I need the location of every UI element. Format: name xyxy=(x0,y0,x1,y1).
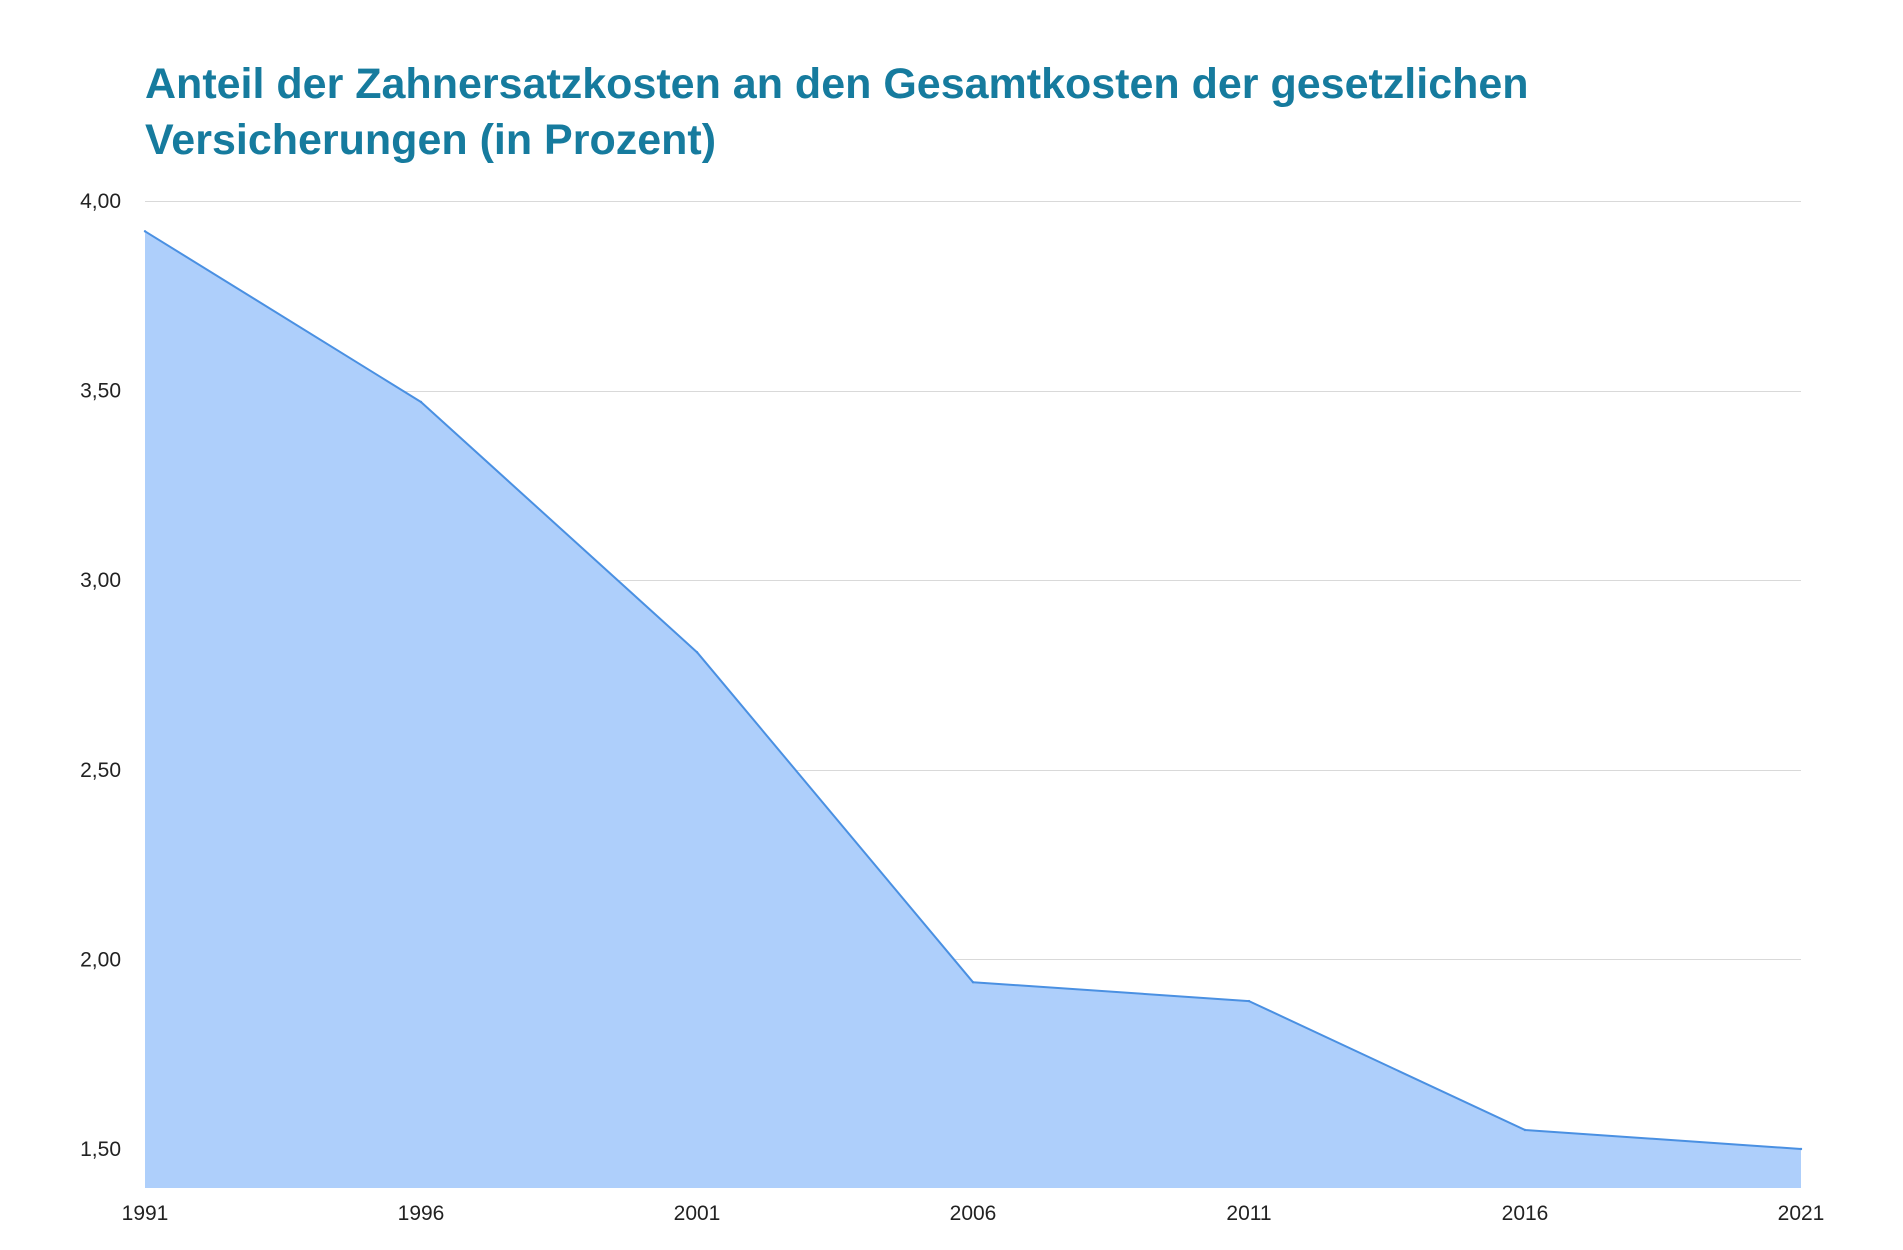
x-tick-label: 2021 xyxy=(1778,1202,1825,1225)
data-point-1991 xyxy=(143,230,147,233)
y-tick-label: 2,00 xyxy=(80,948,121,971)
data-point-2001 xyxy=(695,651,699,654)
x-tick-label: 2011 xyxy=(1226,1202,1271,1225)
x-tick-label: 1996 xyxy=(398,1202,445,1225)
data-point-1996 xyxy=(419,400,423,404)
data-point-2011 xyxy=(1247,999,1251,1003)
area-fill xyxy=(145,231,1801,1189)
y-tick-label: 4,00 xyxy=(80,190,121,213)
y-axis-tick-labels: 4,00 3,50 3,00 2,50 2,00 1,50 xyxy=(80,190,121,1161)
x-tick-label: 2016 xyxy=(1502,1202,1549,1225)
y-tick-label: 3,50 xyxy=(80,380,121,403)
data-point-2006 xyxy=(971,981,975,984)
x-tick-label: 2006 xyxy=(950,1202,997,1225)
y-tick-label: 3,00 xyxy=(80,569,121,592)
y-tick-label: 2,50 xyxy=(80,759,121,782)
chart-title: Anteil der Zahnersatzkosten an den Gesam… xyxy=(145,60,1529,164)
x-tick-label: 2001 xyxy=(674,1202,721,1225)
area-series xyxy=(143,230,1803,1189)
x-tick-label: 1991 xyxy=(122,1202,169,1225)
data-point-2021 xyxy=(1799,1147,1803,1151)
data-point-2016 xyxy=(1523,1128,1527,1132)
x-axis-tick-labels: 1991 1996 2001 2006 2011 2016 2021 xyxy=(122,1202,1825,1225)
y-tick-label: 1,50 xyxy=(80,1138,121,1161)
